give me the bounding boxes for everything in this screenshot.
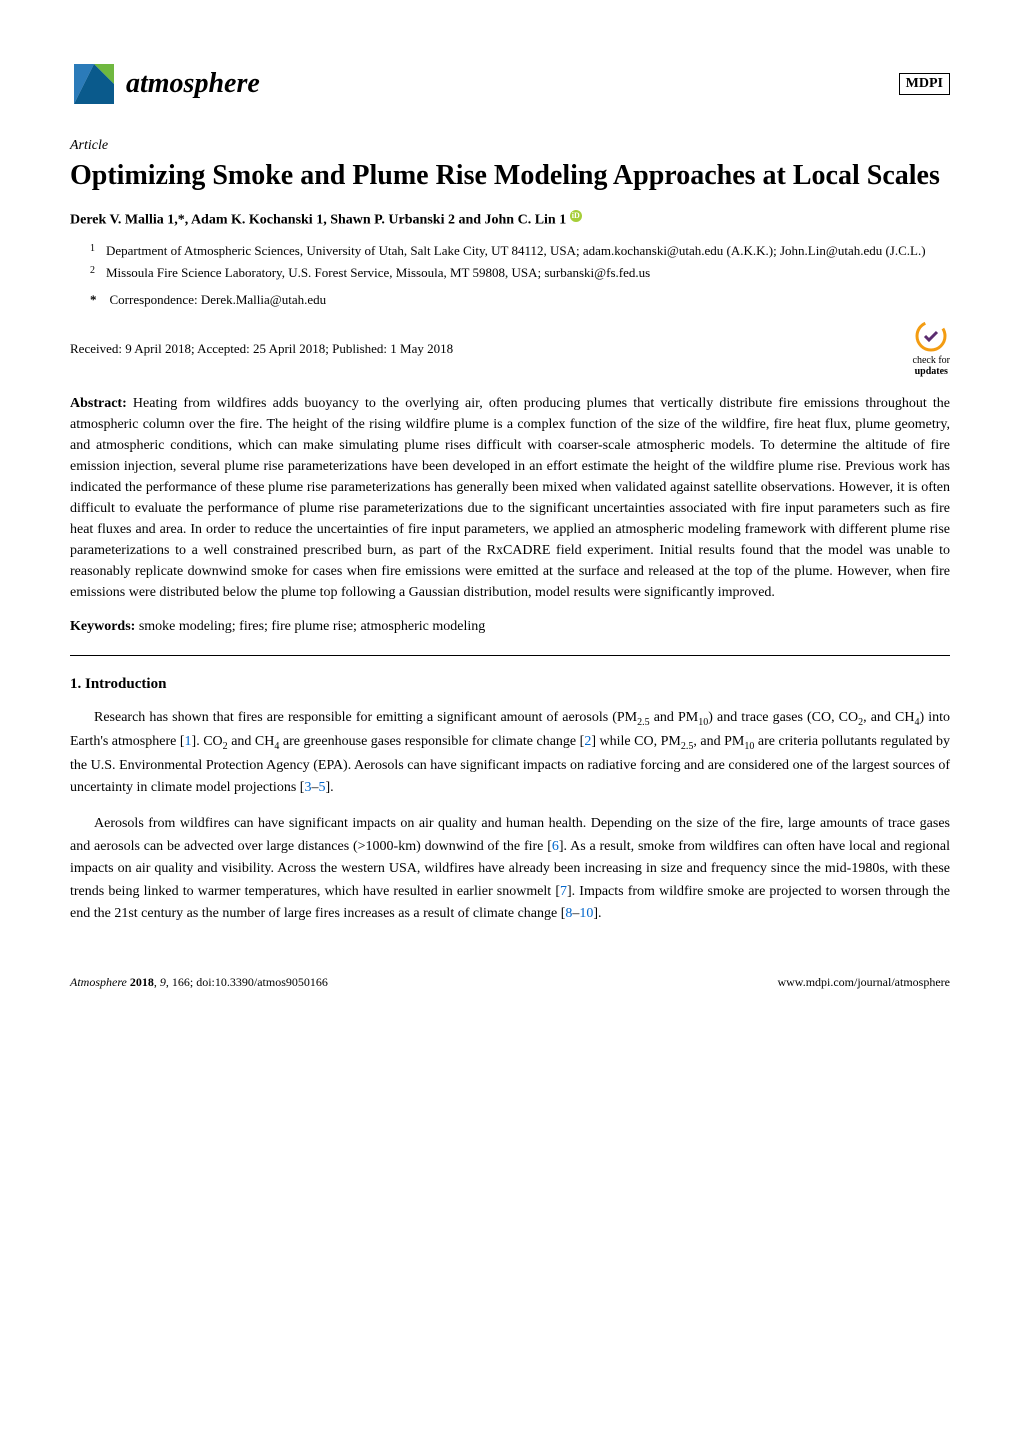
ref-link[interactable]: 10: [579, 906, 593, 921]
divider: [70, 655, 950, 656]
affil-text: Missoula Fire Science Laboratory, U.S. F…: [106, 263, 650, 283]
abstract-text: Heating from wildfires adds buoyancy to …: [70, 396, 950, 600]
authors-text: Derek V. Mallia 1,*, Adam K. Kochanski 1…: [70, 213, 566, 228]
journal-logo: atmosphere: [70, 60, 260, 108]
article-type: Article: [70, 138, 950, 154]
affil-num: 2: [90, 263, 106, 283]
mdpi-logo: MDPI: [899, 73, 950, 95]
affiliation-item: 1 Department of Atmospheric Sciences, Un…: [90, 241, 950, 261]
check-bold: updates: [915, 366, 948, 377]
page-header: atmosphere MDPI: [70, 60, 950, 108]
dates-row: Received: 9 April 2018; Accepted: 25 Apr…: [70, 320, 950, 377]
affiliation-item: 2 Missoula Fire Science Laboratory, U.S.…: [90, 263, 950, 283]
body-paragraph: Research has shown that fires are respon…: [70, 707, 950, 799]
affil-num: 1: [90, 241, 106, 261]
dates-text: Received: 9 April 2018; Accepted: 25 Apr…: [70, 341, 453, 357]
atmosphere-icon: [70, 60, 118, 108]
keywords: Keywords: smoke modeling; fires; fire pl…: [70, 619, 950, 635]
keywords-text: smoke modeling; fires; fire plume rise; …: [139, 619, 485, 634]
affiliations: 1 Department of Atmospheric Sciences, Un…: [70, 241, 950, 282]
section-heading: 1. Introduction: [70, 676, 950, 693]
abstract: Abstract: Heating from wildfires adds bu…: [70, 393, 950, 603]
keywords-label: Keywords:: [70, 619, 135, 634]
page-footer: Atmosphere 2018, 9, 166; doi:10.3390/atm…: [70, 965, 950, 990]
correspondence-text: Correspondence: Derek.Mallia@utah.edu: [110, 292, 327, 307]
ref-link[interactable]: 7: [560, 884, 567, 899]
ref-link[interactable]: 6: [552, 839, 559, 854]
affil-text: Department of Atmospheric Sciences, Univ…: [106, 241, 926, 261]
check-label: check for: [913, 355, 950, 366]
correspondence: * Correspondence: Derek.Mallia@utah.edu: [70, 292, 950, 308]
footer-right: www.mdpi.com/journal/atmosphere: [777, 975, 950, 990]
body-paragraph: Aerosols from wildfires can have signifi…: [70, 813, 950, 925]
journal-name: atmosphere: [126, 68, 260, 100]
check-updates-badge[interactable]: check for updates: [913, 320, 950, 377]
abstract-label: Abstract:: [70, 396, 127, 411]
footer-left: Atmosphere 2018, 9, 166; doi:10.3390/atm…: [70, 975, 328, 990]
authors-line: Derek V. Mallia 1,*, Adam K. Kochanski 1…: [70, 210, 950, 229]
ref-link[interactable]: 1: [185, 734, 192, 749]
check-updates-icon: [915, 320, 947, 352]
orcid-icon: iD: [570, 210, 582, 222]
correspondence-marker: *: [90, 292, 97, 307]
article-title: Optimizing Smoke and Plume Rise Modeling…: [70, 158, 950, 194]
